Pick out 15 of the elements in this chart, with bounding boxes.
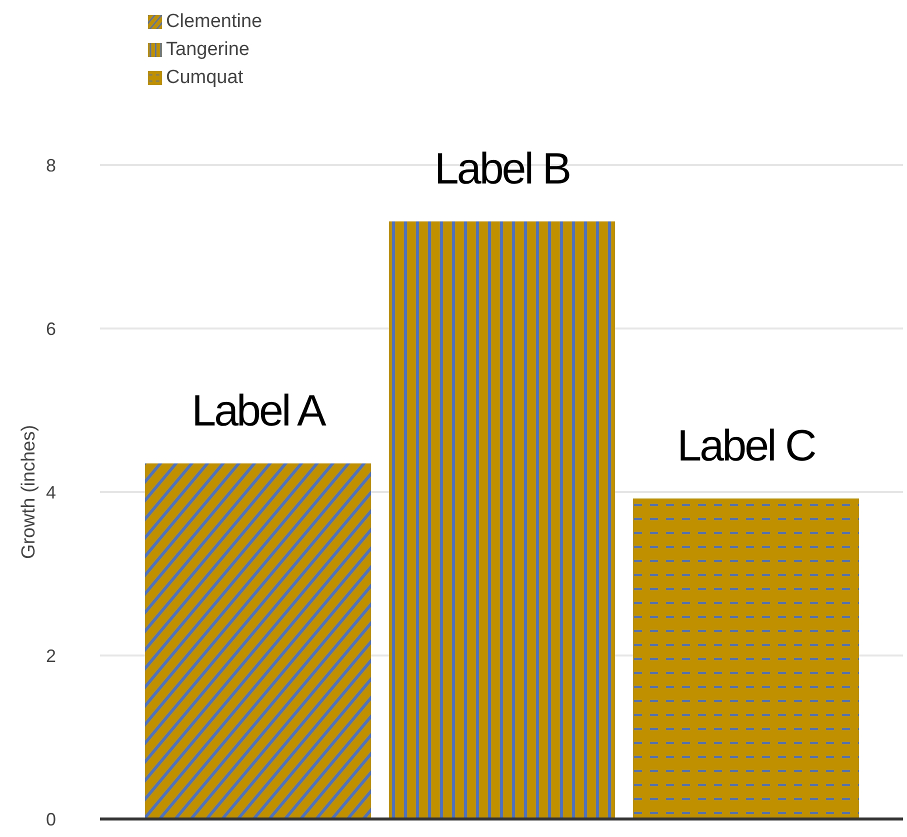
legend-label: Cumquat <box>166 67 244 88</box>
bar <box>633 498 859 819</box>
y-tick-label: 4 <box>46 482 56 502</box>
annotation: Label C <box>677 422 816 471</box>
legend-label: Clementine <box>166 11 262 32</box>
bar <box>145 463 371 819</box>
legend-label: Tangerine <box>166 39 250 60</box>
y-tick-label: 0 <box>46 809 56 830</box>
y-axis-title: Growth (inches) <box>18 424 40 560</box>
y-tick-label: 8 <box>46 155 56 176</box>
annotation: Label A <box>192 386 328 436</box>
y-tick-label: 2 <box>46 646 56 666</box>
y-tick-label: 6 <box>46 318 56 339</box>
annotation: Label B <box>434 144 570 194</box>
bar <box>389 221 615 819</box>
